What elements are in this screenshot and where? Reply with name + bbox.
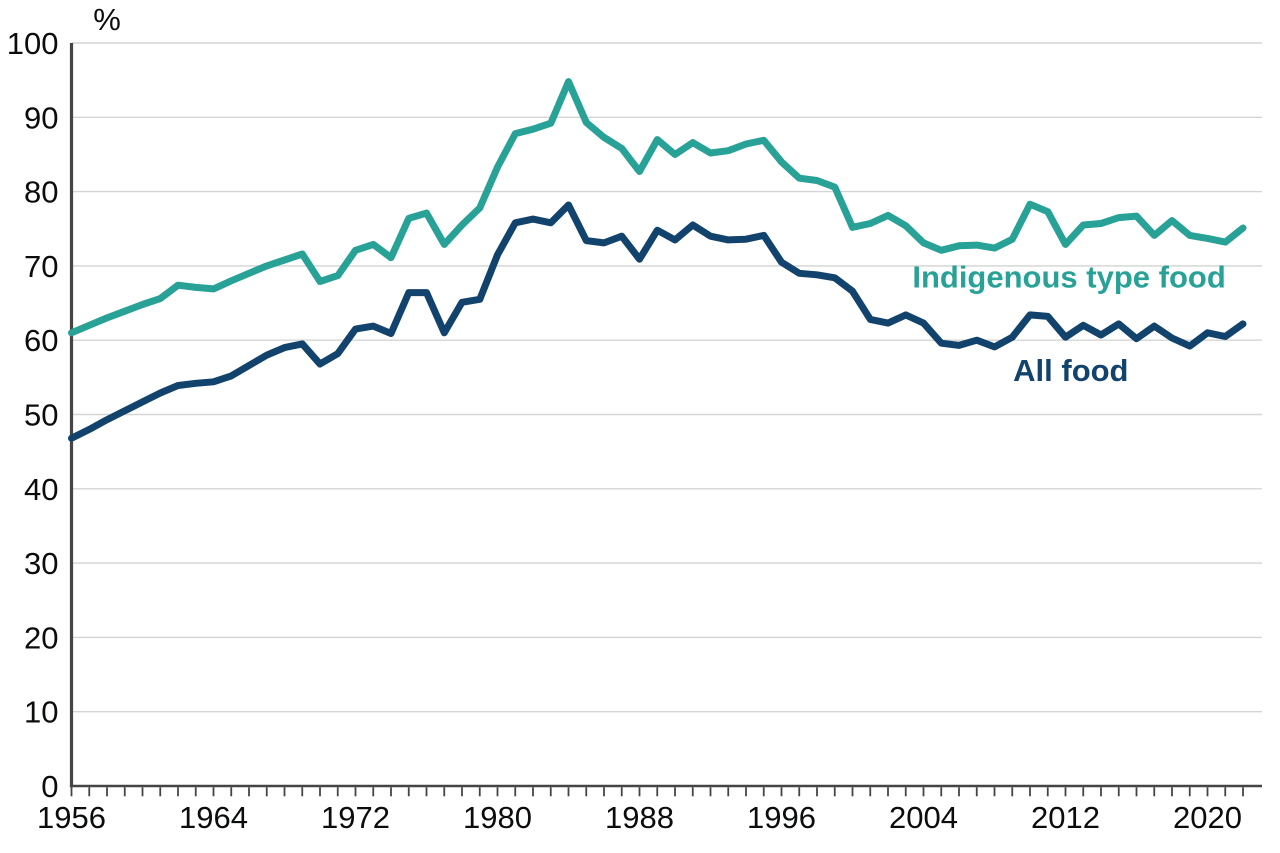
x-tick-label-1956: 1956 xyxy=(37,800,106,835)
y-tick-label-70: 70 xyxy=(24,249,58,284)
x-tick-label-1988: 1988 xyxy=(605,800,674,835)
y-tick-label-80: 80 xyxy=(24,175,58,210)
y-tick-label-30: 30 xyxy=(24,546,58,581)
y-tick-label-40: 40 xyxy=(24,472,58,507)
series-label-indigenous-type-food: Indigenous type food xyxy=(912,259,1225,294)
y-tick-label-90: 90 xyxy=(24,100,58,135)
x-tick-label-1972: 1972 xyxy=(321,800,390,835)
y-tick-label-50: 50 xyxy=(24,398,58,433)
x-tick-label-2004: 2004 xyxy=(889,800,958,835)
y-tick-label-100: 100 xyxy=(7,26,59,61)
x-tick-label-2020: 2020 xyxy=(1173,800,1242,835)
x-tick-label-1996: 1996 xyxy=(747,800,816,835)
series-line-all-food xyxy=(68,201,1247,442)
x-tick-label-1980: 1980 xyxy=(463,800,532,835)
y-axis-unit-label: % xyxy=(93,2,121,37)
x-tick-label-1964: 1964 xyxy=(179,800,248,835)
y-tick-label-10: 10 xyxy=(24,695,58,730)
y-tick-label-0: 0 xyxy=(41,769,58,804)
series-line-indigenous-type-food xyxy=(68,78,1247,337)
y-tick-label-60: 60 xyxy=(24,323,58,358)
x-tick-label-2012: 2012 xyxy=(1031,800,1100,835)
series-label-all-food: All food xyxy=(1013,353,1128,388)
y-tick-label-20: 20 xyxy=(24,620,58,655)
